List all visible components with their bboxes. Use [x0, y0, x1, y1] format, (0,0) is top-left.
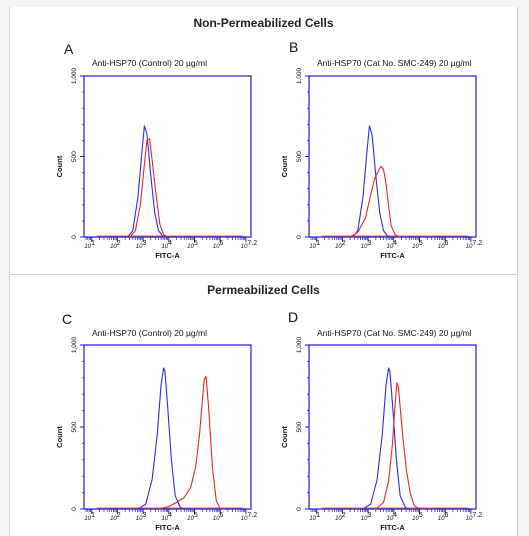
figure-card [9, 7, 518, 536]
panel-letter-a: A [64, 41, 74, 57]
y-tick-label: 1,000 [296, 336, 303, 353]
histogram-panel-c: 0 500 1,000 101 102 103 104 105 106 107.2 FITC-A Co… [55, 336, 257, 532]
x-tick-label: 102 [335, 512, 346, 522]
y-axis-label: Count [280, 426, 289, 448]
y-tick-label: 500 [71, 151, 78, 162]
histogram-panel-d: 0 500 1,000 101 102 103 104 105 106 107.2 FITC-A Co… [280, 336, 482, 532]
x-tick-label: 101 [309, 512, 320, 522]
x-tick-label: 104 [161, 512, 172, 522]
y-tick-label: 0 [71, 235, 78, 239]
x-tick-label: 103 [136, 512, 147, 522]
y-tick-label: 0 [296, 507, 303, 511]
y-tick-label: 1,000 [296, 67, 303, 84]
y-tick-label: 500 [71, 421, 78, 432]
panel-letter-c: C [62, 311, 73, 327]
x-axis-label: FITC-A [155, 523, 180, 532]
panel-label-c: Anti-HSP70 (Control) 20 µg/ml [92, 328, 207, 338]
x-tick-label: 102 [335, 240, 346, 250]
x-axis-label: FITC-A [380, 523, 405, 532]
x-tick-label: 106 [438, 240, 449, 250]
x-tick-label: 102 [110, 240, 121, 250]
sample-histogram-line [375, 382, 420, 510]
histogram-panel-b: 0 500 1,000 101 102 103 104 105 106 107.2 FITC-A Co… [280, 67, 482, 260]
x-tick-label: 101 [84, 240, 95, 250]
sample-histogram-line [129, 138, 168, 238]
histogram-panel-a: 0 500 1,000 101 102 103 104 105 106 107.2 FITC-A Co… [55, 67, 257, 260]
x-tick-label: 101 [84, 512, 95, 522]
x-tick-label: 107.2 [466, 512, 483, 522]
x-tick-label: 106 [213, 512, 224, 522]
x-tick-label: 103 [361, 240, 372, 250]
y-axis-label: Count [280, 155, 289, 177]
x-tick-label: 105 [412, 240, 423, 250]
sample-histogram-line [158, 375, 221, 510]
section-title-non-permeabilized: Non-Permeabilized Cells [193, 16, 334, 30]
y-tick-label: 500 [296, 151, 303, 162]
x-axis-label: FITC-A [155, 251, 180, 260]
section-title-permeabilized: Permeabilized Cells [207, 283, 320, 297]
panel-label-a: Anti-HSP70 (Control) 20 µg/ml [92, 58, 207, 68]
panel-label-d: Anti-HSP70 (Cat No. SMC-249) 20 µg/ml [317, 328, 472, 338]
plot-frame [83, 344, 252, 510]
x-tick-label: 105 [187, 240, 198, 250]
y-tick-label: 0 [71, 507, 78, 511]
x-tick-label: 107.2 [241, 240, 258, 250]
control-histogram-line [352, 125, 392, 238]
y-tick-label: 1,000 [71, 67, 78, 84]
y-tick-label: 0 [296, 235, 303, 239]
control-histogram-line [362, 367, 410, 510]
x-tick-label: 103 [361, 512, 372, 522]
x-tick-label: 104 [386, 240, 397, 250]
plot-frame [308, 75, 477, 238]
y-tick-label: 1,000 [71, 336, 78, 353]
y-axis-label: Count [55, 426, 64, 448]
x-tick-label: 105 [187, 512, 198, 522]
x-tick-label: 107.2 [466, 240, 483, 250]
control-histogram-line [137, 367, 185, 510]
panel-letter-b: B [289, 39, 299, 55]
x-tick-label: 104 [161, 240, 172, 250]
y-axis-label: Count [55, 155, 64, 177]
x-tick-label: 105 [412, 512, 423, 522]
x-tick-label: 103 [136, 240, 147, 250]
section-divider [9, 274, 518, 275]
x-tick-label: 101 [309, 240, 320, 250]
x-tick-label: 106 [213, 240, 224, 250]
x-tick-label: 107.2 [241, 512, 258, 522]
x-tick-label: 104 [386, 512, 397, 522]
plot-frame [83, 75, 252, 238]
y-tick-label: 500 [296, 421, 303, 432]
x-axis-label: FITC-A [380, 251, 405, 260]
panel-label-b: Anti-HSP70 (Cat No. SMC-249) 20 µg/ml [317, 58, 472, 68]
sample-histogram-line [349, 165, 400, 238]
panel-letter-d: D [288, 309, 299, 325]
x-tick-label: 102 [110, 512, 121, 522]
plot-frame [308, 344, 477, 510]
x-tick-label: 106 [438, 512, 449, 522]
